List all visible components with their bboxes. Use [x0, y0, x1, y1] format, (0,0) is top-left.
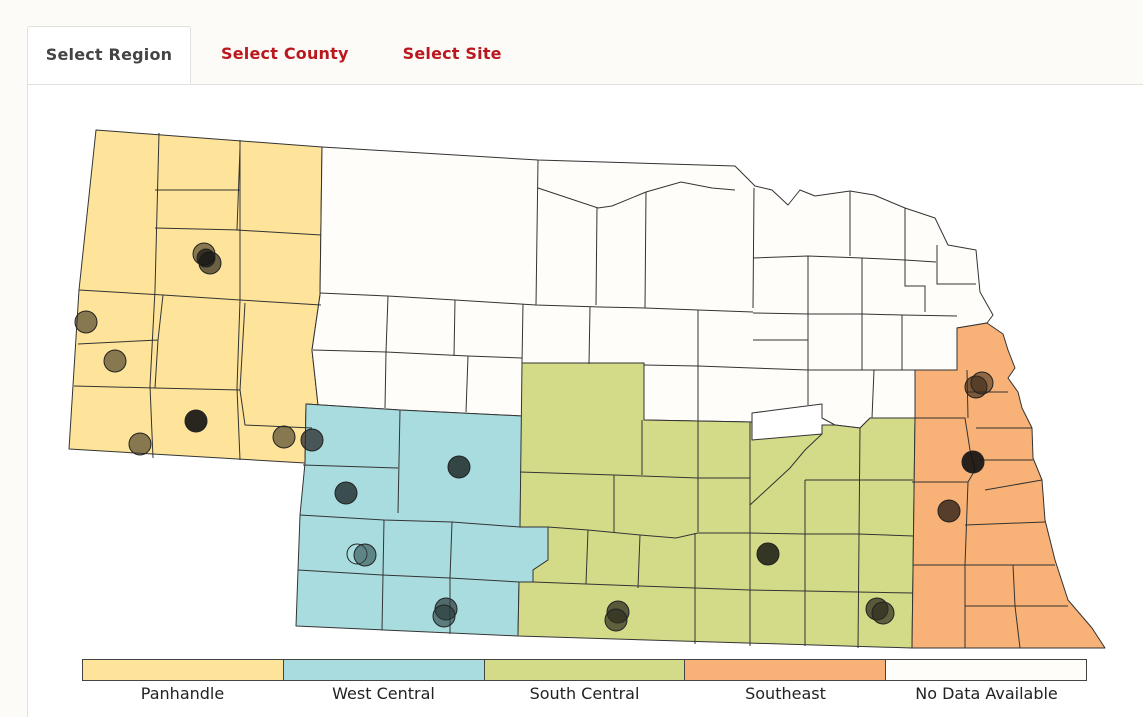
tab-bar: Select Region Select County Select Site [27, 26, 529, 85]
region-south-central[interactable] [517, 362, 916, 649]
site-marker[interactable] [756, 542, 780, 566]
site-marker[interactable] [74, 310, 98, 334]
legend-swatch-west-central [283, 660, 485, 680]
region-no-data[interactable] [305, 146, 994, 429]
legend-label-south-central: South Central [529, 684, 640, 703]
site-marker[interactable] [432, 604, 456, 628]
site-marker[interactable] [184, 409, 208, 433]
site-marker[interactable] [272, 425, 296, 449]
site-markers [74, 242, 994, 632]
region-legend: Panhandle West Central South Central Sou… [82, 659, 1087, 717]
site-marker[interactable] [353, 543, 377, 567]
site-marker[interactable] [103, 349, 127, 373]
tab-select-county[interactable]: Select County [221, 44, 349, 63]
site-marker[interactable] [334, 481, 358, 505]
legend-labels: Panhandle West Central South Central Sou… [82, 684, 1087, 703]
legend-swatch-southeast [685, 660, 887, 680]
site-marker[interactable] [937, 499, 961, 523]
tab-select-site[interactable]: Select Site [402, 44, 502, 63]
site-marker[interactable] [128, 432, 152, 456]
legend-swatches [82, 659, 1087, 681]
legend-label-west-central: West Central [332, 684, 435, 703]
site-marker[interactable] [300, 428, 324, 452]
legend-swatch-panhandle [83, 660, 284, 680]
site-marker[interactable] [961, 450, 985, 474]
legend-label-panhandle: Panhandle [140, 684, 225, 703]
site-marker[interactable] [196, 248, 216, 268]
site-marker[interactable] [604, 608, 628, 632]
legend-label-southeast: Southeast [745, 684, 826, 703]
region-west-central[interactable] [295, 403, 549, 637]
tab-select-region[interactable]: Select Region [27, 26, 191, 84]
site-marker[interactable] [447, 455, 471, 479]
legend-swatch-no-data [886, 660, 1086, 680]
legend-swatch-south-central [484, 660, 686, 680]
legend-label-no-data: No Data Available [915, 684, 1058, 703]
site-marker[interactable] [970, 371, 994, 395]
site-marker[interactable] [871, 601, 895, 625]
